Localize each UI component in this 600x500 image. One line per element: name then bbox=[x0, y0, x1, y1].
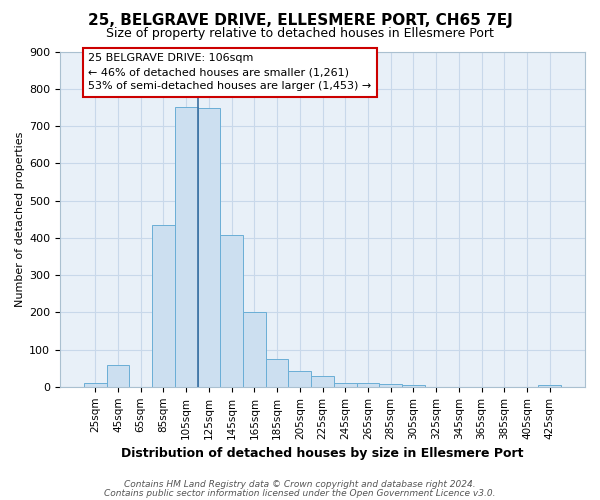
Text: Size of property relative to detached houses in Ellesmere Port: Size of property relative to detached ho… bbox=[106, 28, 494, 40]
Bar bbox=[197, 108, 220, 387]
Bar bbox=[402, 385, 425, 387]
Bar bbox=[107, 365, 130, 387]
Y-axis label: Number of detached properties: Number of detached properties bbox=[15, 132, 25, 307]
Bar bbox=[84, 383, 107, 387]
Bar bbox=[538, 385, 561, 387]
Bar bbox=[379, 384, 402, 387]
Bar bbox=[220, 235, 243, 387]
Text: Contains public sector information licensed under the Open Government Licence v3: Contains public sector information licen… bbox=[104, 489, 496, 498]
Bar bbox=[334, 383, 356, 387]
Bar bbox=[152, 224, 175, 387]
Bar bbox=[289, 371, 311, 387]
Bar bbox=[356, 383, 379, 387]
Bar bbox=[311, 376, 334, 387]
Text: 25 BELGRAVE DRIVE: 106sqm
← 46% of detached houses are smaller (1,261)
53% of se: 25 BELGRAVE DRIVE: 106sqm ← 46% of detac… bbox=[88, 54, 371, 92]
Bar bbox=[175, 108, 197, 387]
X-axis label: Distribution of detached houses by size in Ellesmere Port: Distribution of detached houses by size … bbox=[121, 447, 524, 460]
Text: Contains HM Land Registry data © Crown copyright and database right 2024.: Contains HM Land Registry data © Crown c… bbox=[124, 480, 476, 489]
Text: 25, BELGRAVE DRIVE, ELLESMERE PORT, CH65 7EJ: 25, BELGRAVE DRIVE, ELLESMERE PORT, CH65… bbox=[88, 12, 512, 28]
Bar bbox=[266, 359, 289, 387]
Bar bbox=[243, 312, 266, 387]
